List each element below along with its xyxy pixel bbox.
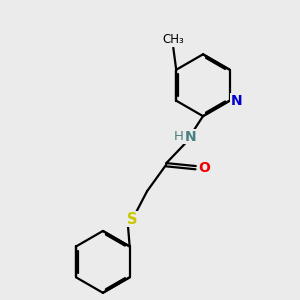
- Text: S: S: [127, 212, 138, 227]
- Text: N: N: [230, 94, 242, 108]
- Text: N: N: [184, 130, 196, 144]
- Text: H: H: [174, 130, 184, 143]
- Text: O: O: [198, 161, 210, 175]
- Text: CH₃: CH₃: [162, 33, 184, 46]
